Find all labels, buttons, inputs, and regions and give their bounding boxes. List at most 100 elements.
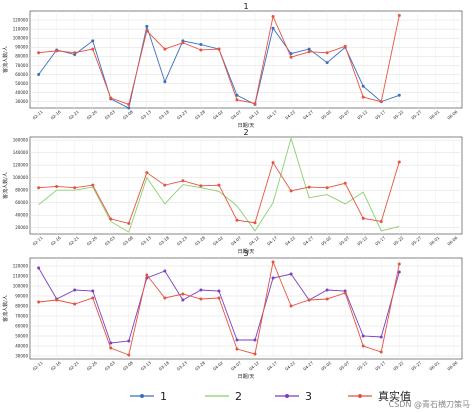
x-tick-label: 05-07 bbox=[338, 235, 350, 247]
data-point bbox=[397, 270, 401, 274]
x-tick-label: 04-02 bbox=[212, 360, 224, 372]
y-tick-label: 90000 bbox=[15, 45, 28, 50]
data-point bbox=[325, 61, 329, 65]
legend-label: 真实值 bbox=[378, 389, 411, 403]
data-point bbox=[199, 48, 203, 52]
x-tick-label: 02-26 bbox=[86, 360, 98, 372]
x-tick-label: 05-12 bbox=[356, 235, 368, 247]
data-point bbox=[73, 51, 77, 55]
data-point bbox=[397, 160, 401, 164]
x-tick-label: 03-28 bbox=[194, 235, 206, 247]
x-tick-label: 04-12 bbox=[248, 109, 260, 121]
x-tick-label: 04-22 bbox=[284, 360, 296, 372]
data-point bbox=[379, 335, 383, 339]
x-tick-label: 02-21 bbox=[68, 360, 80, 372]
data-point bbox=[307, 298, 311, 302]
y-tick-label: 50000 bbox=[15, 333, 28, 338]
data-point bbox=[361, 344, 365, 348]
x-tick-label: 03-18 bbox=[158, 235, 170, 247]
x-tick-label: 05-02 bbox=[320, 235, 332, 247]
x-tick-label: 05-27 bbox=[410, 109, 422, 121]
data-point bbox=[91, 39, 95, 43]
data-point bbox=[307, 185, 311, 189]
legend-swatch-marker bbox=[358, 394, 362, 398]
data-point bbox=[163, 296, 167, 300]
y-tick-label: 110000 bbox=[13, 273, 29, 278]
data-point bbox=[55, 298, 59, 302]
data-point bbox=[127, 221, 131, 225]
data-point bbox=[163, 47, 167, 51]
legend-label: 1 bbox=[160, 390, 167, 403]
x-tick-label: 04-17 bbox=[266, 109, 278, 121]
data-point bbox=[127, 339, 131, 343]
x-tick-label: 03-23 bbox=[176, 360, 188, 372]
x-tick-label: 03-08 bbox=[122, 360, 134, 372]
data-point bbox=[253, 352, 257, 356]
x-tick-label: 05-22 bbox=[392, 235, 404, 247]
y-tick-label: 30000 bbox=[15, 353, 28, 358]
data-point bbox=[109, 217, 113, 221]
x-tick-label: 05-12 bbox=[356, 109, 368, 121]
data-point bbox=[127, 106, 131, 110]
series-真实值 bbox=[37, 160, 401, 225]
legend-swatch-marker bbox=[140, 394, 144, 398]
x-axis-label: 日期/天 bbox=[238, 249, 255, 255]
x-tick-label: 03-23 bbox=[176, 235, 188, 247]
series-真实值 bbox=[37, 14, 401, 106]
data-point bbox=[253, 338, 257, 342]
data-point bbox=[361, 84, 365, 88]
x-tick-label: 04-07 bbox=[230, 109, 242, 121]
data-point bbox=[343, 291, 347, 295]
x-tick-label: 06-01 bbox=[428, 235, 440, 247]
data-point bbox=[163, 183, 167, 187]
y-tick-label: 60000 bbox=[15, 323, 28, 328]
data-point bbox=[271, 161, 275, 165]
data-point bbox=[109, 346, 113, 350]
data-point bbox=[289, 55, 293, 59]
data-point bbox=[145, 29, 149, 33]
x-tick-label: 03-18 bbox=[158, 109, 170, 121]
x-tick-label: 04-27 bbox=[302, 360, 314, 372]
x-axis-label: 日期/天 bbox=[238, 123, 255, 129]
data-point bbox=[289, 189, 293, 193]
x-tick-label: 03-13 bbox=[140, 235, 152, 247]
x-tick-label: 05-02 bbox=[320, 109, 332, 121]
x-tick-label: 02-11 bbox=[32, 235, 44, 247]
y-tick-label: 40000 bbox=[15, 213, 28, 218]
data-point bbox=[235, 93, 239, 97]
data-point bbox=[217, 296, 221, 300]
data-point bbox=[379, 350, 383, 354]
data-point bbox=[235, 218, 239, 222]
x-tick-label: 02-11 bbox=[32, 360, 44, 372]
data-point bbox=[325, 186, 329, 190]
data-point bbox=[397, 14, 401, 18]
x-tick-label: 05-02 bbox=[320, 360, 332, 372]
y-tick-label: 80000 bbox=[15, 188, 28, 193]
data-point bbox=[397, 93, 401, 97]
x-tick-label: 04-27 bbox=[302, 235, 314, 247]
legend-entry: 真实值 bbox=[348, 389, 411, 403]
x-tick-label: 06-01 bbox=[428, 109, 440, 121]
x-tick-label: 05-12 bbox=[356, 360, 368, 372]
legend-entry: 2 bbox=[205, 390, 242, 403]
data-point bbox=[361, 216, 365, 220]
y-tick-label: 90000 bbox=[15, 293, 28, 298]
data-point bbox=[271, 26, 275, 30]
y-tick-label: 30000 bbox=[15, 99, 28, 104]
x-tick-label: 04-22 bbox=[284, 235, 296, 247]
data-point bbox=[37, 72, 41, 76]
data-point bbox=[217, 183, 221, 187]
data-point bbox=[253, 221, 257, 225]
x-tick-label: 02-16 bbox=[50, 235, 62, 247]
y-tick-label: 120000 bbox=[13, 163, 29, 168]
x-tick-label: 04-07 bbox=[230, 360, 242, 372]
data-point bbox=[325, 297, 329, 301]
legend-entry: 1 bbox=[130, 390, 167, 403]
data-point bbox=[217, 47, 221, 51]
x-tick-label: 03-08 bbox=[122, 109, 134, 121]
y-tick-label: 60000 bbox=[15, 72, 28, 77]
data-point bbox=[235, 347, 239, 351]
data-point bbox=[361, 334, 365, 338]
data-point bbox=[253, 101, 257, 105]
